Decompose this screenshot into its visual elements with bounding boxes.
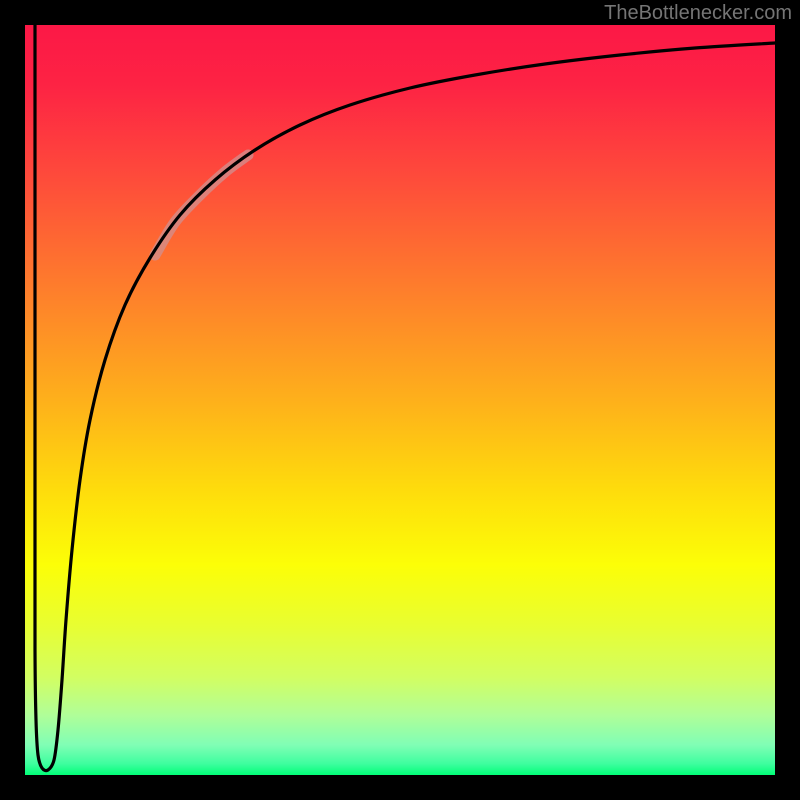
bottleneck-chart: [0, 0, 800, 800]
watermark-text: TheBottlenecker.com: [604, 2, 792, 25]
chart-svg: [0, 0, 800, 800]
chart-plot-background: [25, 25, 775, 775]
